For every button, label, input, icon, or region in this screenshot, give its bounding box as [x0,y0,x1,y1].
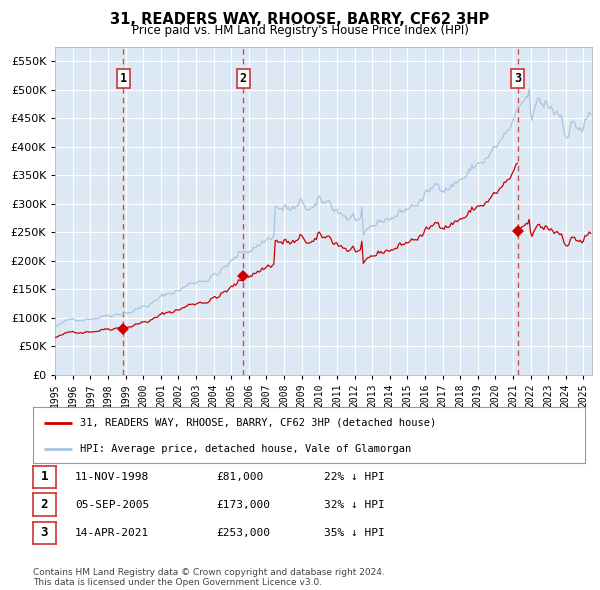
Text: 31, READERS WAY, RHOOSE, BARRY, CF62 3HP: 31, READERS WAY, RHOOSE, BARRY, CF62 3HP [110,12,490,27]
Text: 1: 1 [41,470,48,483]
Text: 31, READERS WAY, RHOOSE, BARRY, CF62 3HP (detached house): 31, READERS WAY, RHOOSE, BARRY, CF62 3HP… [80,418,436,428]
Text: 3: 3 [514,72,521,85]
Text: Contains HM Land Registry data © Crown copyright and database right 2024.
This d: Contains HM Land Registry data © Crown c… [33,568,385,587]
Text: 2: 2 [239,72,247,85]
Text: 11-NOV-1998: 11-NOV-1998 [75,473,149,482]
Text: 22% ↓ HPI: 22% ↓ HPI [324,473,385,482]
Text: 14-APR-2021: 14-APR-2021 [75,529,149,538]
Text: Price paid vs. HM Land Registry's House Price Index (HPI): Price paid vs. HM Land Registry's House … [131,24,469,37]
Text: 05-SEP-2005: 05-SEP-2005 [75,500,149,510]
Text: HPI: Average price, detached house, Vale of Glamorgan: HPI: Average price, detached house, Vale… [80,444,411,454]
Text: 2: 2 [41,498,48,511]
Text: £173,000: £173,000 [216,500,270,510]
Text: £81,000: £81,000 [216,473,263,482]
Text: 35% ↓ HPI: 35% ↓ HPI [324,529,385,538]
Text: £253,000: £253,000 [216,529,270,538]
Text: 32% ↓ HPI: 32% ↓ HPI [324,500,385,510]
Text: 3: 3 [41,526,48,539]
Text: 1: 1 [120,72,127,85]
